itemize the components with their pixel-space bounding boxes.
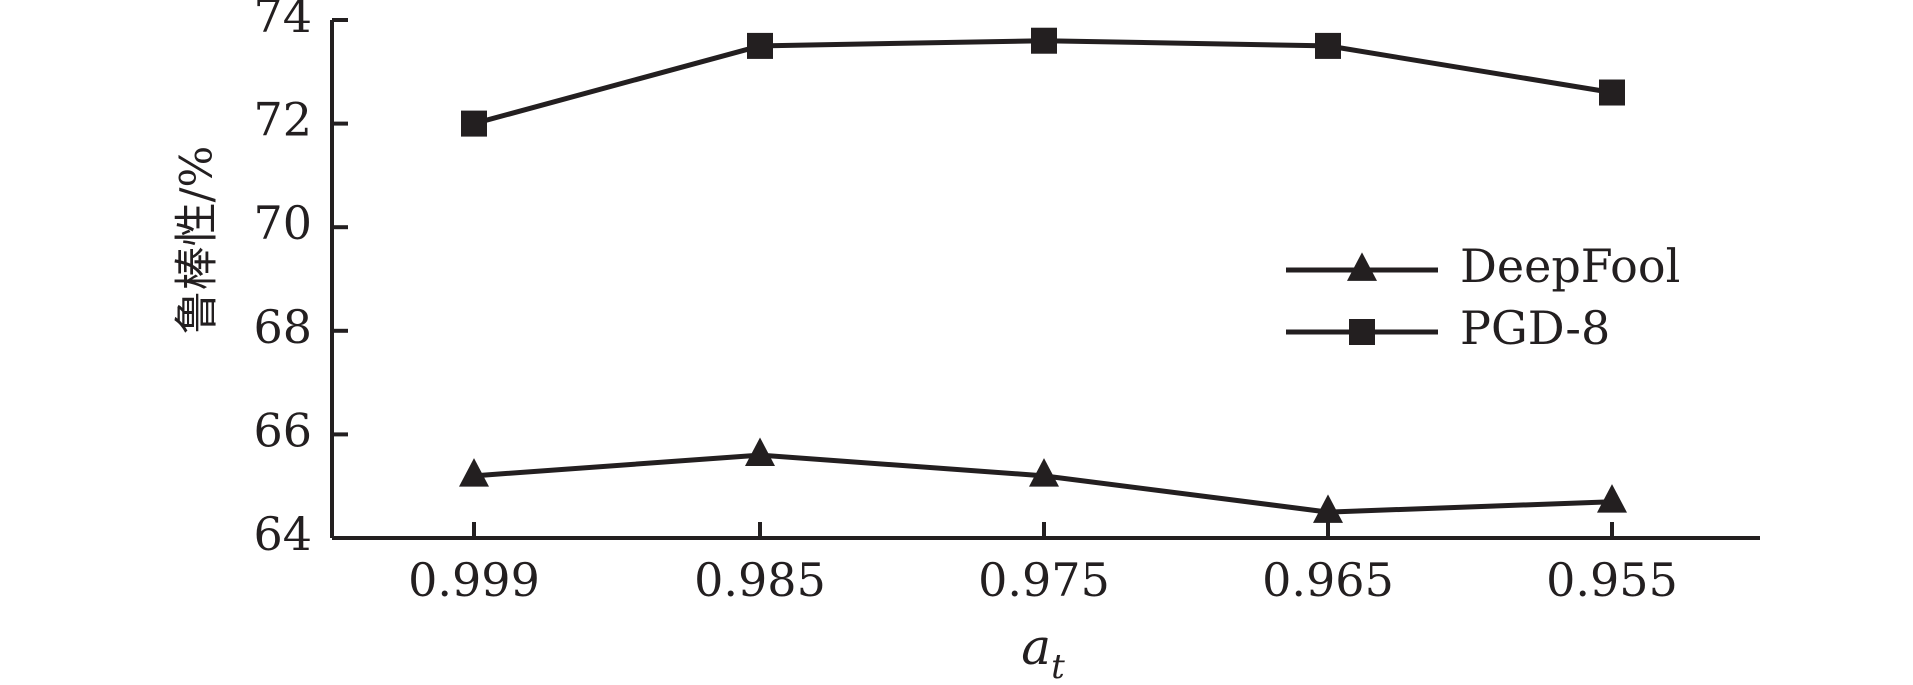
- legend-marker-pgd-8: [1349, 319, 1375, 345]
- x-axis-label-main: a: [1021, 618, 1051, 676]
- x-axis-label: at: [1021, 618, 1065, 685]
- data-point-pgd-8: [747, 32, 773, 59]
- data-point-pgd-8: [1031, 27, 1057, 54]
- data-point-deepfool: [1313, 494, 1343, 523]
- data-point-pgd-8: [1315, 32, 1341, 59]
- y-tick-label: 70: [253, 196, 312, 250]
- legend: DeepFool PGD-8: [1286, 239, 1680, 355]
- x-tick-label: 0.955: [1546, 553, 1678, 607]
- series-pgd-8: [461, 27, 1625, 137]
- y-ticks: 64 66 68 70 72 74: [253, 0, 348, 561]
- y-tick-label: 64: [253, 507, 312, 561]
- x-tick-label: 0.975: [978, 553, 1110, 607]
- y-tick-label: 74: [253, 0, 312, 43]
- y-tick-label: 66: [253, 403, 312, 457]
- data-point-pgd-8: [1599, 79, 1625, 106]
- data-point-deepfool: [459, 458, 489, 487]
- data-point-deepfool: [1029, 458, 1059, 487]
- y-tick-label: 68: [253, 300, 312, 354]
- x-ticks: 0.999 0.985 0.975 0.965 0.955: [408, 522, 1678, 607]
- x-tick-label: 0.999: [408, 553, 540, 607]
- legend-label-deepfool: DeepFool: [1460, 239, 1680, 293]
- series-layer: [459, 27, 1627, 523]
- legend-label-pgd-8: PGD-8: [1460, 301, 1610, 355]
- data-point-deepfool: [745, 437, 775, 466]
- y-tick-label: 72: [253, 93, 312, 147]
- y-axis-label: 鲁棒性/%: [172, 146, 223, 335]
- data-point-pgd-8: [461, 110, 487, 137]
- series-deepfool: [459, 437, 1627, 523]
- x-axis-label-subscript: t: [1051, 647, 1065, 685]
- data-point-deepfool: [1597, 484, 1627, 513]
- x-tick-label: 0.985: [694, 553, 826, 607]
- x-tick-label: 0.965: [1262, 553, 1394, 607]
- legend-marker-deepfool: [1347, 252, 1377, 281]
